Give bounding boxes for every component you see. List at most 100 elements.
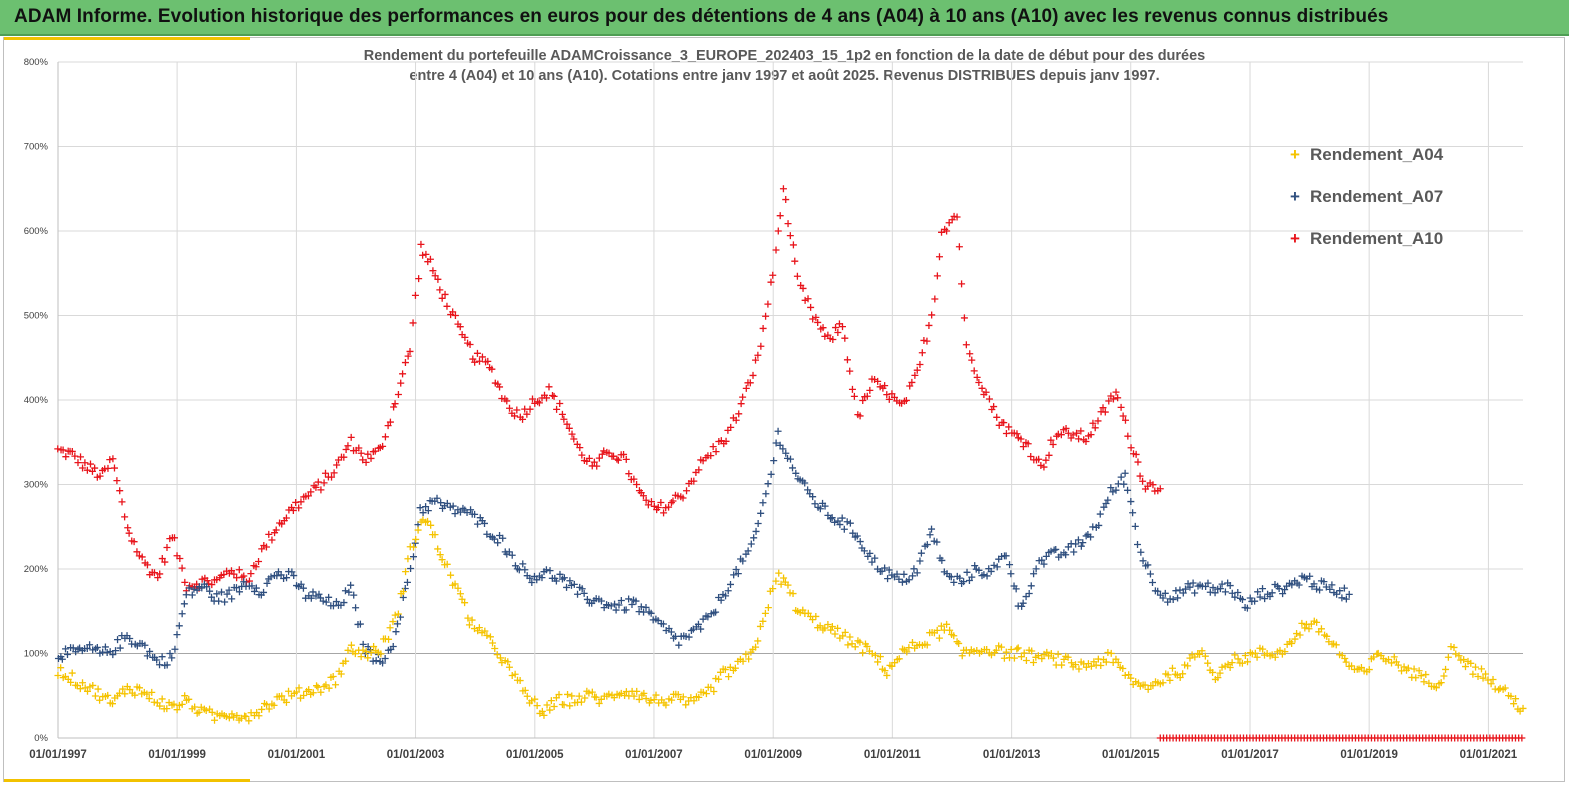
rendement-a07-point <box>836 521 844 529</box>
chart-title-line-1: Rendement du portefeuille ADAMCroissance… <box>363 48 1206 64</box>
rendement-a04-point <box>828 623 836 631</box>
x-tick-label: 01/01/2019 <box>1340 749 1398 761</box>
rendement-a07-point <box>372 657 380 665</box>
rendement-a04-point <box>489 639 497 647</box>
rendement-a07-point <box>804 486 812 494</box>
rendement-a10-point <box>846 367 854 375</box>
rendement-a07-point <box>341 587 349 595</box>
rendement-a07-point <box>732 566 740 574</box>
rendement-a07-point <box>834 517 842 525</box>
rendement-a04-point <box>1121 671 1129 679</box>
rendement-a07-point <box>1019 599 1027 607</box>
rendement-a07-point <box>933 538 941 546</box>
rendement-a07-point <box>784 454 792 462</box>
rendement-a10-point <box>966 350 974 358</box>
rendement-a10-point <box>321 469 329 477</box>
rendement-a04-point <box>851 643 859 651</box>
rendement-a07-point <box>659 620 667 628</box>
rendement-a04-point <box>585 689 593 697</box>
rendement-a07-point <box>1204 579 1212 587</box>
rendement-a10-point <box>230 570 238 578</box>
rendement-a04-point <box>725 673 733 681</box>
rendement-a10-point <box>104 464 112 472</box>
rendement-a07-point <box>182 591 190 599</box>
rendement-a04-point <box>94 685 102 693</box>
rendement-a04-point <box>1271 653 1279 661</box>
rendement-a10-point <box>737 400 745 408</box>
rendement-a04-point <box>682 701 690 709</box>
rendement-a10-point <box>630 475 638 483</box>
rendement-a07-point <box>1182 585 1190 593</box>
rendement-a07-point <box>1018 602 1026 610</box>
rendement-a07-point <box>1228 589 1236 597</box>
rendement-a07-point <box>1310 580 1318 588</box>
rendement-a07-point <box>1191 589 1199 597</box>
rendement-a07-point <box>467 506 475 514</box>
rendement-a04-point <box>588 688 596 696</box>
rendement-a07-point <box>168 654 176 662</box>
rendement-a04-point <box>1472 663 1480 671</box>
rendement-a10-point <box>982 388 990 396</box>
rendement-a10-point <box>953 213 961 221</box>
rendement-a07-point <box>69 644 77 652</box>
rendement-a10-point <box>362 458 370 466</box>
rendement-a07-point <box>1134 540 1142 548</box>
rendement-a04-point <box>1204 659 1212 667</box>
legend-item-a10[interactable]: + Rendement_A10 <box>1290 218 1443 260</box>
rendement-a10-point <box>404 352 412 360</box>
rendement-a04-point <box>263 701 271 709</box>
rendement-a04-point <box>1293 630 1301 638</box>
rendement-a10-point <box>347 433 355 441</box>
legend-item-a07[interactable]: + Rendement_A07 <box>1290 176 1443 218</box>
rendement-a07-point <box>416 504 424 512</box>
rendement-a10-point <box>289 506 297 514</box>
rendement-a07-point <box>580 589 588 597</box>
rendement-a10-point <box>712 448 720 456</box>
rendement-a04-point <box>687 694 695 702</box>
rendement-a04-point <box>647 696 655 704</box>
rendement-a04-point <box>1410 665 1418 673</box>
rendement-a10-point <box>1087 431 1095 439</box>
rendement-a04-point <box>1422 671 1430 679</box>
rendement-a07-point <box>757 509 765 517</box>
rendement-a07-point <box>1251 597 1259 605</box>
rendement-a04-point <box>1291 635 1299 643</box>
rendement-a04-point <box>789 590 797 598</box>
rendement-a07-point <box>153 656 161 664</box>
rendement-a07-point <box>632 597 640 605</box>
rendement-a10-point <box>739 393 747 401</box>
rendement-a07-point <box>309 588 317 596</box>
rendement-a04-point <box>874 658 882 666</box>
rendement-a10-point <box>262 543 270 551</box>
rendement-a04-point <box>337 670 345 678</box>
rendement-a10-point <box>1089 419 1097 427</box>
rendement-a07-point <box>188 591 196 599</box>
rendement-a04-point <box>491 644 499 652</box>
legend-item-a04[interactable]: + Rendement_A04 <box>1290 134 1443 176</box>
rendement-a04-point <box>1244 658 1251 666</box>
rendement-a04-point <box>1047 649 1055 657</box>
rendement-a07-point <box>546 567 554 575</box>
rendement-a07-point <box>1096 510 1104 518</box>
rendement-a04-point <box>1002 648 1010 656</box>
rendement-a04-point <box>662 701 670 709</box>
rendement-a10-point <box>466 340 474 348</box>
rendement-a04-point <box>202 707 210 715</box>
rendement-a10-point <box>1099 404 1107 412</box>
rendement-a07-point <box>1328 581 1336 589</box>
rendement-a07-point <box>494 539 502 547</box>
accent-bar-top <box>4 37 250 40</box>
rendement-a04-point <box>404 555 412 563</box>
rendement-a04-point <box>208 708 216 716</box>
rendement-a10-point <box>916 360 924 368</box>
rendement-a04-point <box>868 650 876 658</box>
rendement-a04-point <box>1022 657 1030 665</box>
rendement-a04-point <box>258 705 266 713</box>
rendement-a07-point <box>1174 594 1182 602</box>
rendement-a07-point <box>190 585 198 593</box>
rendement-a04-point <box>131 691 139 699</box>
rendement-a10-point <box>1000 419 1008 427</box>
rendement-a10-point <box>535 399 543 407</box>
rendement-a07-point <box>950 578 958 586</box>
rendement-a10-point <box>821 332 829 340</box>
